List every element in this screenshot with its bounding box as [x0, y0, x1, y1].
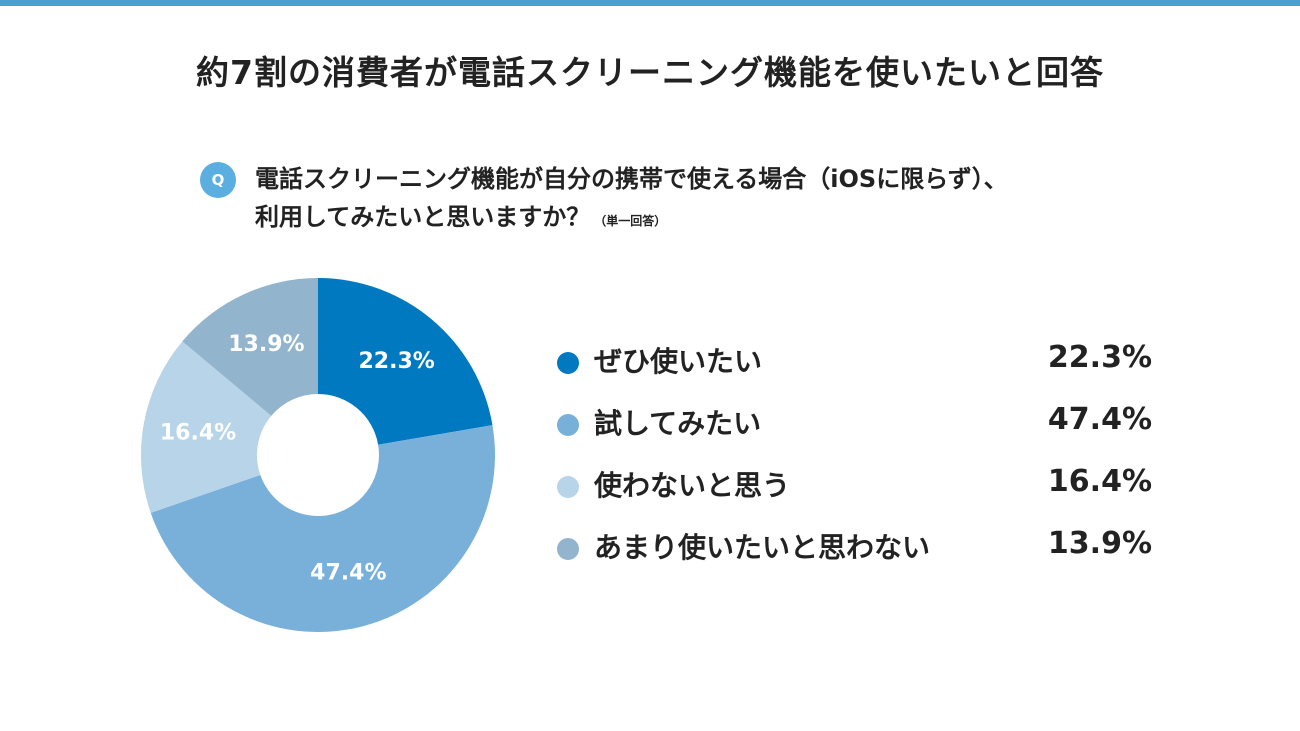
legend-value-0: 22.3% [1047, 340, 1152, 375]
legend-label-2: 使わないと思う [594, 469, 791, 502]
legend-dot-0 [557, 352, 579, 374]
legend-dot-3 [557, 538, 579, 560]
legend-item-2: 使わないと思う 16.4% [557, 456, 1152, 518]
slice-label-2: 16.4% [160, 420, 236, 445]
page-title: 約7割の消費者が電話スクリーニング機能を使いたいと回答 [196, 53, 1104, 92]
legend-item-3: あまり使いたいと思わない 13.9% [557, 518, 1152, 580]
legend-label-1: 試してみたい [594, 407, 762, 440]
question-note: （単一回答） [594, 214, 667, 228]
question-line-2: 利用してみたいと思いますか？ [255, 203, 591, 231]
legend-value-2: 16.4% [1047, 464, 1152, 499]
legend-value-1: 47.4% [1047, 402, 1152, 437]
donut-slice-0 [318, 278, 493, 445]
question-badge: Q [200, 162, 236, 198]
legend: ぜひ使いたい 22.3% 試してみたい 47.4% 使わないと思う 16.4% … [557, 332, 1152, 580]
donut-slice-2 [141, 341, 272, 513]
legend-label-3: あまり使いたいと思わない [594, 531, 931, 564]
legend-item-0: ぜひ使いたい 22.3% [557, 332, 1152, 394]
slice-label-0: 22.3% [358, 349, 434, 374]
top-accent-bar [0, 0, 1300, 6]
legend-label-0: ぜひ使いたい [594, 345, 763, 378]
legend-item-1: 試してみたい 47.4% [557, 394, 1152, 456]
slice-label-3: 13.9% [228, 332, 304, 357]
donut-slice-3 [182, 278, 318, 416]
slice-label-1: 47.4% [310, 561, 386, 586]
legend-dot-2 [557, 476, 579, 498]
question-text: 電話スクリーニング機能が自分の携帯で使える場合（iOSに限らず）、 利用してみた… [255, 160, 1135, 240]
question-line-1: 電話スクリーニング機能が自分の携帯で使える場合（iOSに限らず）、 [255, 165, 1008, 193]
legend-value-3: 13.9% [1047, 526, 1152, 561]
donut-slice-1 [150, 425, 496, 633]
legend-dot-1 [557, 414, 579, 436]
donut-chart: 22.3% 47.4% 16.4% 13.9% [141, 278, 496, 633]
